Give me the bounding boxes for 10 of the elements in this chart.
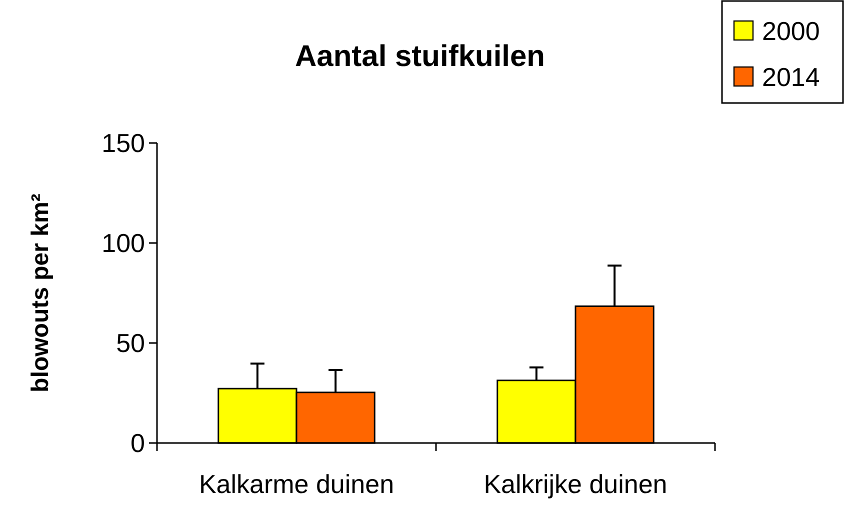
y-axis-title: blowouts per km² [27, 194, 54, 392]
x-tick-label: Kalkarme duinen [198, 469, 394, 499]
y-tick-label: 100 [102, 228, 145, 258]
y-tick-label: 0 [130, 428, 145, 458]
x-tick-label: Kalkrijke duinen [484, 469, 668, 499]
chart-title: Aantal stuifkuilen [294, 40, 546, 73]
y-tick-label: 50 [116, 328, 145, 358]
legend-label: 2000 [762, 16, 820, 46]
y-tick-label: 150 [102, 128, 145, 158]
legend-label: 2014 [762, 62, 820, 92]
